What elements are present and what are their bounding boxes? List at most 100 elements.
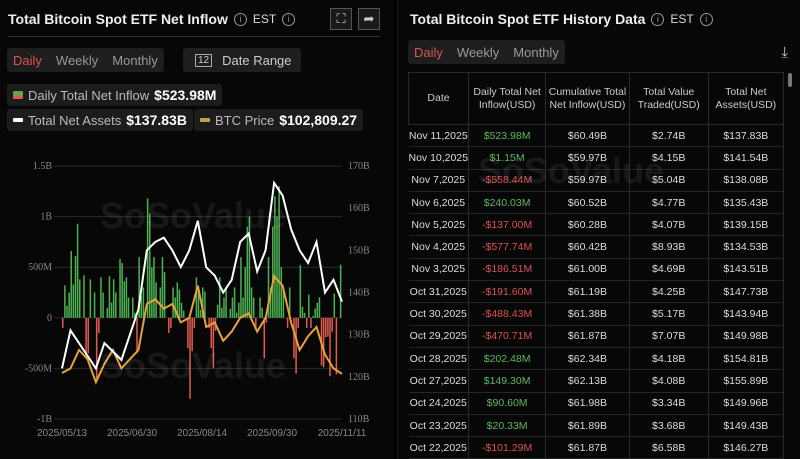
inflow-bar [216,304,219,318]
table-row[interactable]: Oct 24,2025 $90.60M $61.98B $3.34B $149.96B [408,392,785,415]
inflow-bar [297,317,299,328]
inflow-bar [199,309,202,318]
inflow-bar [322,317,325,368]
inflow-bar [108,276,111,318]
timezone-label: EST [670,12,694,26]
x-tick: 2025/08/14 [177,428,227,439]
table-row[interactable]: Nov 5,2025 -$137.00M $60.28B $4.07B $139.15B [408,213,785,237]
inflow-bar [83,275,85,318]
table-row[interactable]: Nov 4,2025 -$577.74M $60.42B $8.93B $134.53B [408,235,785,259]
table-cell: Nov 7,2025 [408,169,470,192]
table-row[interactable]: Oct 23,2025 $20.33M $61.89B $3.68B $149.43B [408,414,785,438]
inflow-bar [242,297,244,318]
inflow-bar [78,279,81,318]
inflow-bar [98,317,100,333]
fullscreen-icon[interactable]: ⛶ [330,8,352,30]
btc-price-line [61,274,343,385]
timezone-info-icon[interactable]: i [699,12,713,26]
inflow-bar [178,289,181,318]
tab-weekly[interactable]: Weekly [55,52,99,68]
inflow-bar [64,285,66,318]
table-cell: $147.73B [708,280,785,304]
table-row[interactable]: Nov 7,2025 -$558.44M $59.97B $5.04B $138.08B [408,169,785,192]
download-icon[interactable]: ⤓ [781,44,788,61]
inflow-bar [240,257,242,318]
inflow-bar [231,297,234,318]
tab-daily[interactable]: Daily [13,52,42,68]
inflow-swatch-icon [13,91,23,99]
inflow-bar [121,263,123,318]
table-cell: $62.13B [545,369,630,393]
table-row[interactable]: Nov 11,2025 $523.98M $60.49B $2.74B $137.83B [408,124,785,148]
info-icon[interactable]: i [233,12,247,26]
legend-net-inflow[interactable]: Daily Total Net Inflow $523.98M [7,84,223,106]
tab-daily[interactable]: Daily [414,44,443,60]
table-cell: Nov 11,2025 [408,124,470,148]
inflow-chart[interactable]: 1.5B 1B 500M 0 -500M -1B 170B 160B 150B 140B 130B 1… [0,139,394,459]
inflow-bar [89,279,92,318]
inflow-bar [312,315,314,318]
info-icon[interactable]: i [651,12,665,26]
table-row[interactable]: Oct 22,2025 -$101.29M $61.87B $6.58B $146.27… [408,436,785,459]
inflow-bar [305,317,308,328]
table-cell: Nov 10,2025 [408,146,470,170]
period-tabs: Daily Weekly Monthly [7,48,164,72]
column-header: Date [407,72,470,125]
inflow-bar [95,317,98,379]
inflow-bar [299,265,302,318]
history-table: Date Daily Total Net Inflow(USD) Cumulativ… [407,72,785,459]
table-cell: $61.87B [545,325,630,348]
inflow-bar [248,216,251,318]
inflow-bar [225,289,227,318]
date-range-button[interactable]: 12 Date Range [183,48,301,72]
inflow-bar [66,305,68,318]
table-cell: $523.98M [468,124,547,148]
table-cell: $149.43B [708,414,785,438]
table-row[interactable]: Oct 29,2025 -$470.71M $61.87B $7.07B $149.98… [408,325,785,348]
table-row[interactable]: Nov 6,2025 $240.03M $60.52B $4.77B $135.43B [408,191,785,215]
x-tick: 2025/05/13 [37,428,87,439]
inflow-bar [106,307,109,318]
inflow-bar [335,317,338,375]
table-cell: -$191.60M [468,280,547,304]
inflow-bar [136,317,138,354]
table-row[interactable]: Oct 31,2025 -$191.60M $61.19B $4.25B $147.73… [408,280,785,304]
table-cell: Nov 3,2025 [408,258,470,282]
timezone-info-icon[interactable]: i [282,12,296,26]
y-right-tick: 110B [348,414,370,425]
net-inflow-panel: Total Bitcoin Spot ETF Net Inflow i EST … [0,0,394,459]
table-cell: $134.53B [708,235,785,259]
inflow-bar [208,317,210,328]
table-cell: $4.18B [629,347,709,371]
inflow-bar [193,317,196,328]
table-cell: Oct 27,2025 [408,369,470,393]
inflow-bar [161,257,164,318]
table-cell: $3.68B [629,414,709,438]
table-cell: $3.34B [629,392,709,415]
tab-monthly[interactable]: Monthly [513,44,559,60]
share-icon[interactable]: ➦ [358,8,380,30]
table-cell: $61.19B [545,280,630,304]
tab-monthly[interactable]: Monthly [112,52,158,68]
column-header: Total Net Assets(USD) [707,72,785,125]
inflow-bar [62,317,64,328]
table-row[interactable]: Oct 28,2025 $202.48M $62.34B $4.18B $154.81B [408,347,785,371]
table-cell: -$137.00M [468,213,547,237]
table-row[interactable]: Oct 27,2025 $149.30M $62.13B $4.08B $155.89B [408,369,785,393]
legend-net-assets[interactable]: Total Net Assets $137.83B [7,109,193,131]
inflow-bar [303,312,306,318]
table-cell: -$577.74M [468,235,547,259]
legend-btc-price[interactable]: BTC Price $102,809.27 [194,109,364,131]
table-cell: Oct 24,2025 [408,392,470,415]
inflow-bar [265,317,268,323]
calendar-icon: 12 [195,53,213,67]
inflow-bar [263,317,266,359]
table-row[interactable]: Nov 10,2025 $1.15M $59.97B $4.15B $141.54B [408,146,785,170]
table-row[interactable]: Nov 3,2025 -$186.51M $61.00B $4.69B $143.51B [408,258,785,282]
table-row[interactable]: Oct 30,2025 -$488.43M $61.38B $5.17B $143.94… [408,302,785,326]
inflow-bar [314,308,316,318]
inflow-bar [316,302,319,318]
tab-weekly[interactable]: Weekly [456,44,500,60]
scrollbar[interactable] [788,73,792,87]
inflow-bar [233,287,236,318]
